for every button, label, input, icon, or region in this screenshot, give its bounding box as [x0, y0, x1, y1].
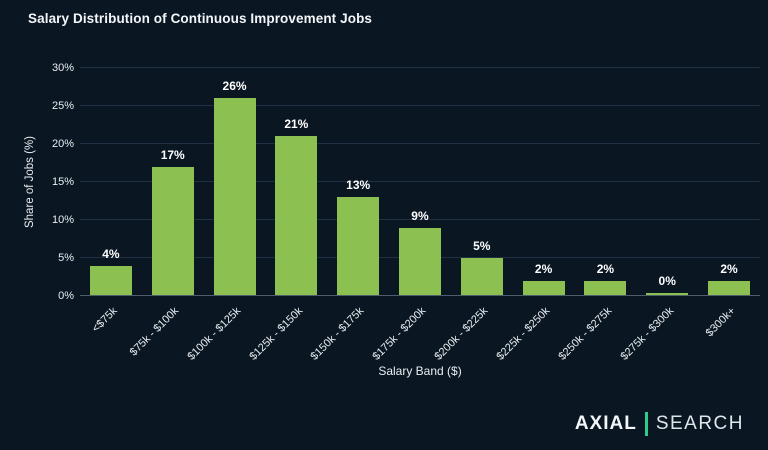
y-tick-label: 10%: [51, 214, 74, 226]
bar-value-label: 5%: [473, 239, 491, 253]
bar-slot: 0%: [636, 68, 698, 296]
gridline: [80, 219, 760, 220]
bar-slot: 5%: [451, 68, 513, 296]
bar-value-label: 2%: [596, 261, 615, 276]
y-tick-label: 0%: [58, 290, 74, 302]
bar-value-label: 13%: [346, 178, 371, 193]
bar-slot: 2%: [575, 68, 637, 296]
bar-slot: 2%: [513, 68, 575, 296]
x-axis-ticks: <$75k $75k - $100k $100k - $125k $125k - $1…: [80, 300, 760, 372]
bar-<$75k: [89, 265, 132, 296]
x-tick-label: <$75k: [89, 305, 120, 335]
bar-slot: 13%: [327, 68, 389, 296]
bar-series: 4% 17% 26% 21% 13% 9% 5% 2% 2% 0% 2%: [80, 68, 760, 296]
chart-title: Salary Distribution of Continuous Improv…: [28, 11, 373, 26]
bar-$100k - $125k: [213, 98, 256, 296]
x-tick-slot: $300k+: [698, 300, 760, 372]
bar-slot: 26%: [204, 68, 266, 296]
x-tick-slot: $275k - $300k: [618, 300, 698, 372]
bar-$175k - $200k: [398, 227, 441, 296]
bar-slot: 17%: [142, 68, 204, 296]
y-tick-label: 20%: [51, 138, 74, 150]
bar-slot: 21%: [265, 68, 327, 296]
y-tick-label: 5%: [58, 252, 74, 264]
y-tick-label: 30%: [51, 62, 74, 74]
gridline: [80, 105, 760, 106]
bar-slot: 2%: [698, 68, 760, 296]
axial-search-logo: AXIAL SEARCH: [575, 412, 744, 436]
bar-$225k - $250k: [522, 280, 565, 296]
bar-$125k - $150k: [275, 136, 318, 296]
gridline: [80, 143, 760, 144]
x-axis-line: [80, 295, 760, 296]
bar-value-label: 26%: [222, 79, 247, 94]
bar-$275k - $300k: [646, 293, 689, 296]
bar-value-label: 9%: [411, 208, 429, 223]
bar-value-label: 2%: [720, 261, 738, 276]
gridline: [80, 67, 760, 68]
bar-value-label: 17%: [160, 147, 185, 162]
bar-slot: 4%: [80, 68, 142, 296]
bar-$200k - $225k: [460, 258, 503, 296]
logo-text-axial: AXIAL: [574, 413, 637, 434]
gridline: [80, 181, 760, 182]
bar-value-label: 21%: [284, 117, 309, 132]
logo-text-search: SEARCH: [655, 413, 744, 434]
bar-$300k+: [708, 280, 751, 296]
x-tick-label: $300k+: [703, 305, 738, 340]
x-tick-slot: <$75k: [80, 300, 142, 372]
bar-$75k - $100k: [151, 166, 194, 296]
x-axis-label: Salary Band ($): [378, 364, 462, 378]
y-tick-label: 15%: [51, 176, 74, 188]
bar-$150k - $175k: [337, 197, 380, 296]
bar-value-label: 0%: [658, 274, 676, 288]
bar-value-label: 2%: [534, 261, 553, 276]
bar-$250k - $275k: [584, 280, 627, 296]
y-tick-label: 25%: [51, 100, 74, 112]
plot-area: 4% 17% 26% 21% 13% 9% 5% 2% 2% 0% 2%: [80, 67, 760, 296]
bar-value-label: 4%: [102, 246, 120, 261]
logo-divider-bar: [644, 412, 648, 436]
bar-slot: 9%: [389, 68, 451, 296]
